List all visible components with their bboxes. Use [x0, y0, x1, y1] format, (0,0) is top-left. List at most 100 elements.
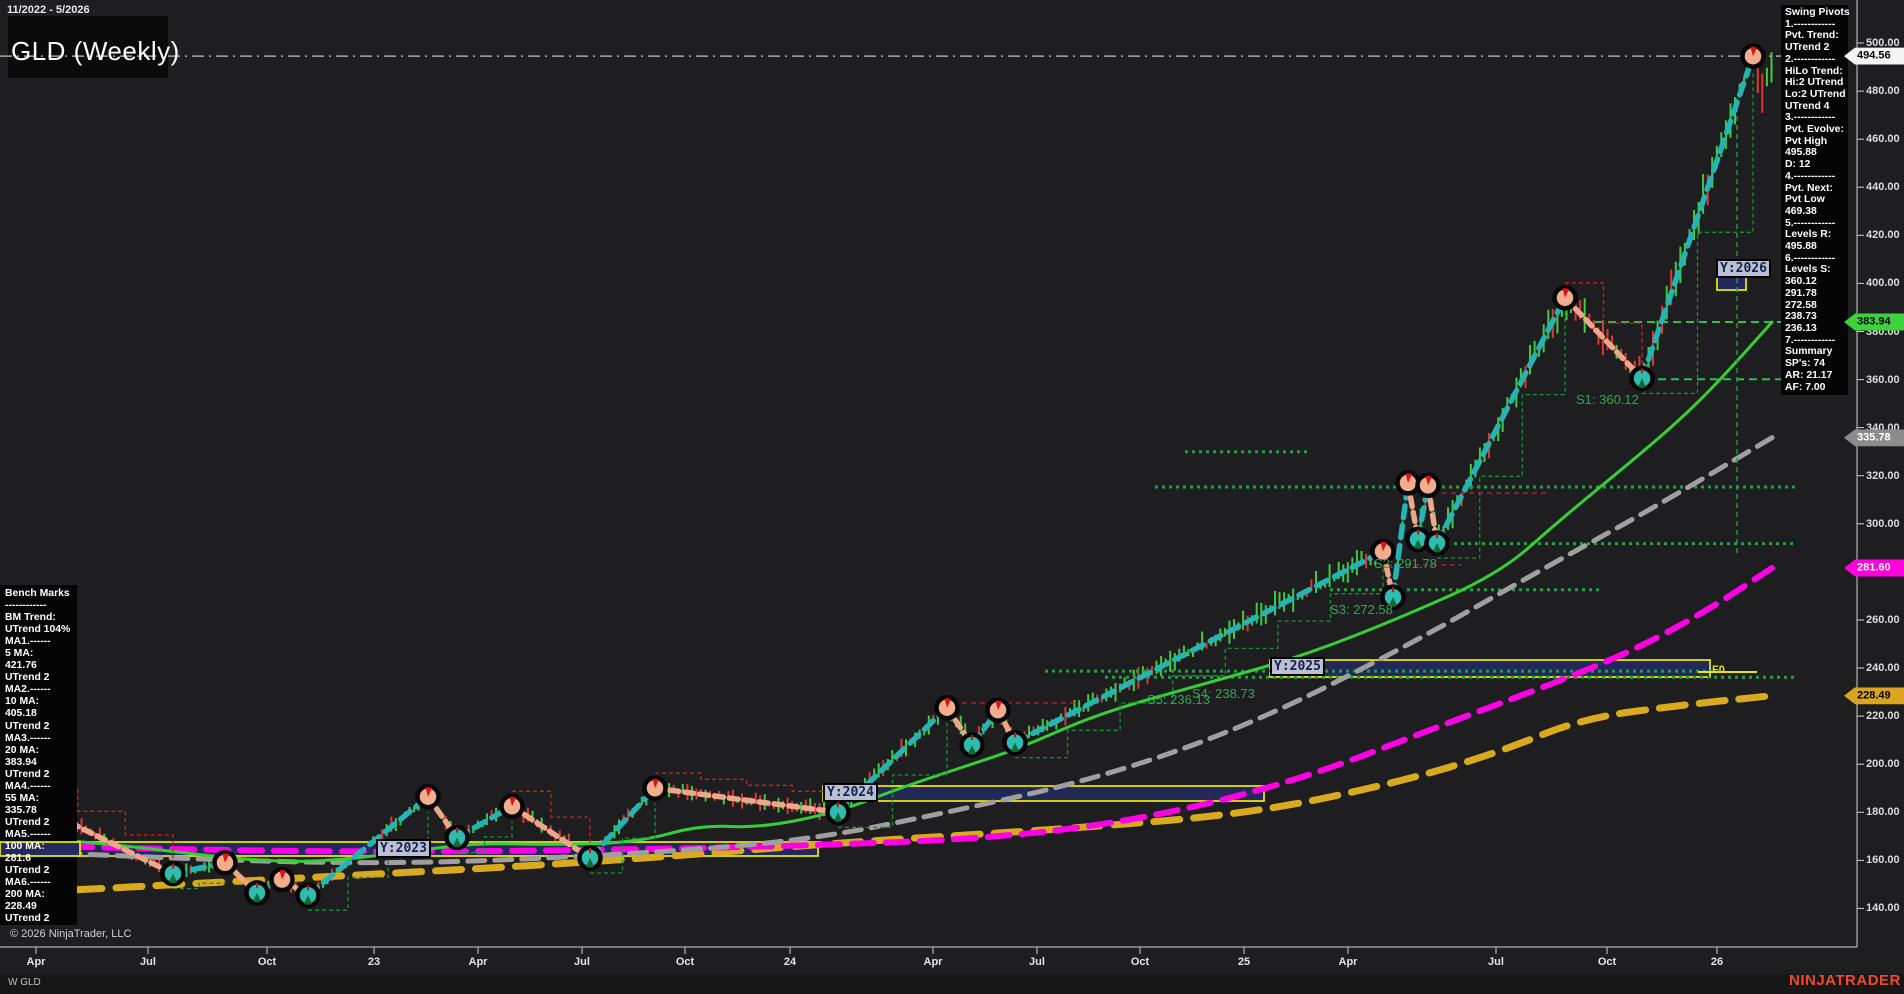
- time-axis-label: Apr: [923, 956, 943, 968]
- time-axis-label: Apr: [1338, 956, 1358, 968]
- time-axis-label: Jul: [140, 956, 156, 968]
- price-tick-label: 160.00: [1866, 854, 1900, 867]
- year-label-2025[interactable]: Y:2025: [1270, 657, 1325, 676]
- support-label: S1: 360.12: [1576, 392, 1639, 407]
- swing-low-marker: [577, 845, 603, 871]
- support-label: S2: 291.78: [1374, 556, 1437, 571]
- panel-backgrounds: [0, 5, 1848, 925]
- panel-line: 1.------------: [1785, 18, 1836, 30]
- panel-line: 3.------------: [1785, 112, 1836, 124]
- year-label-2023[interactable]: Y:2023: [376, 839, 431, 858]
- time-axis-label: 26: [1710, 956, 1724, 968]
- support-label: S3: 272.58: [1330, 602, 1393, 617]
- panel-line: 495.88: [1785, 147, 1817, 159]
- price-tick-label: 220.00: [1866, 710, 1900, 723]
- year-label-2024[interactable]: Y:2024: [823, 783, 878, 802]
- support-level-lines: [1045, 321, 1857, 679]
- panel-line: 291.78: [1785, 287, 1817, 299]
- panel-line: HiLo Trend:: [1785, 65, 1843, 77]
- support-label: S4: 238.73: [1192, 686, 1255, 701]
- axes: [0, 0, 1864, 954]
- panel-line: Levels S:: [1785, 264, 1831, 276]
- panel-line: Lo:2 UTrend: [1785, 88, 1846, 100]
- time-axis-label: Oct: [675, 956, 695, 968]
- price-tick-label: 500.00: [1866, 37, 1900, 49]
- swing-high-marker: [415, 783, 441, 810]
- time-axis-label: 24: [783, 956, 797, 968]
- swing-high-marker: [212, 850, 238, 876]
- panel-line: Summary: [1785, 346, 1833, 358]
- swing-high-marker: [1395, 470, 1421, 496]
- instrument-label: W GLD: [8, 977, 41, 988]
- swing-high-marker: [642, 775, 668, 801]
- price-tag-335.78: 335.78: [1844, 429, 1904, 447]
- panel-line: Hi:2 UTrend: [1785, 77, 1844, 89]
- bench-marks-panel: Bench Marks ------------ BM Trend: UTrend 1…: [5, 588, 70, 925]
- panel-line: Bench Marks: [5, 588, 70, 599]
- panel-line: 335.78: [5, 804, 37, 816]
- panel-line: MA5.------: [5, 828, 51, 840]
- ma-55ma: [33, 435, 1775, 866]
- price-tick-label: 420.00: [1866, 229, 1900, 242]
- price-tick-label: 360.00: [1866, 373, 1900, 386]
- panel-line: 281.6: [5, 853, 32, 865]
- swing-low-marker: [825, 799, 851, 826]
- panel-line: Swing Pivots: [1785, 7, 1850, 18]
- panel-line: UTrend 104%: [5, 624, 71, 636]
- price-tick-label: 180.00: [1866, 806, 1900, 819]
- panel-line: UTrend 2: [5, 913, 50, 925]
- candlesticks: [35, 49, 1773, 900]
- price-tick-label: 240.00: [1866, 662, 1900, 674]
- price-tick-label: 460.00: [1866, 133, 1900, 146]
- swing-low-marker: [444, 824, 470, 851]
- time-axis-label: Oct: [1597, 956, 1617, 968]
- panel-line: AR: 21.17: [1785, 369, 1833, 381]
- panel-line: 272.58: [1785, 299, 1817, 311]
- price-tick-label: 200.00: [1866, 758, 1900, 771]
- panel-line: 4.------------: [1785, 170, 1836, 182]
- panel-line: MA6.------: [5, 877, 51, 889]
- panel-line: 2.------------: [1785, 53, 1836, 65]
- time-axis-label: Oct: [1130, 956, 1150, 968]
- swing-low-marker: [1002, 729, 1028, 756]
- panel-line: 10 MA:: [5, 696, 40, 708]
- chart-title: GLD (Weekly): [11, 36, 180, 66]
- swing-pivot-markers: [17, 43, 1766, 908]
- panel-line: UTrend 2: [5, 816, 50, 828]
- swing-high-marker: [1740, 43, 1766, 69]
- moving-averages: [32, 320, 1776, 896]
- panel-line: 238.73: [1785, 311, 1817, 323]
- swing-low-marker: [160, 860, 186, 887]
- price-tag-494.56: 494.56: [1844, 47, 1904, 65]
- copyright-text: © 2026 NinjaTrader, LLC: [10, 928, 132, 940]
- swing-high-marker: [1370, 538, 1396, 565]
- price-tick-label: 320.00: [1866, 469, 1900, 482]
- swing-low-marker: [244, 880, 270, 906]
- time-axis-label: Apr: [468, 956, 488, 968]
- date-range-label: 11/2022 - 5/2026: [7, 4, 90, 16]
- swing-low-marker: [1380, 584, 1406, 610]
- panel-line: 55 MA:: [5, 792, 40, 804]
- panel-line: UTrend 2: [5, 720, 50, 732]
- panel-line: BM Trend:: [5, 612, 56, 624]
- panel-line: 469.38: [1785, 205, 1817, 217]
- time-axis-label: Jul: [1488, 956, 1504, 968]
- panel-line: 200 MA:: [5, 889, 45, 901]
- panel-line: 360.12: [1785, 276, 1817, 288]
- price-tag-383.94: 383.94: [1844, 313, 1904, 331]
- time-axis-label: 25: [1237, 956, 1251, 968]
- swing-zigzag: [27, 53, 1756, 898]
- panel-line: 383.94: [5, 756, 37, 768]
- ma-100ma: [33, 565, 1775, 855]
- time-axis-label: Jul: [1029, 956, 1045, 968]
- time-axis-label: Jul: [574, 956, 590, 968]
- swing-high-marker: [499, 793, 525, 820]
- year-label-2026[interactable]: Y:2026: [1716, 259, 1771, 278]
- time-axis-label: 23: [367, 956, 381, 968]
- swing-low-marker: [1629, 365, 1655, 392]
- price-tick-label: 440.00: [1866, 181, 1900, 194]
- status-strip: [0, 974, 1904, 994]
- panel-line: 405.18: [5, 708, 37, 720]
